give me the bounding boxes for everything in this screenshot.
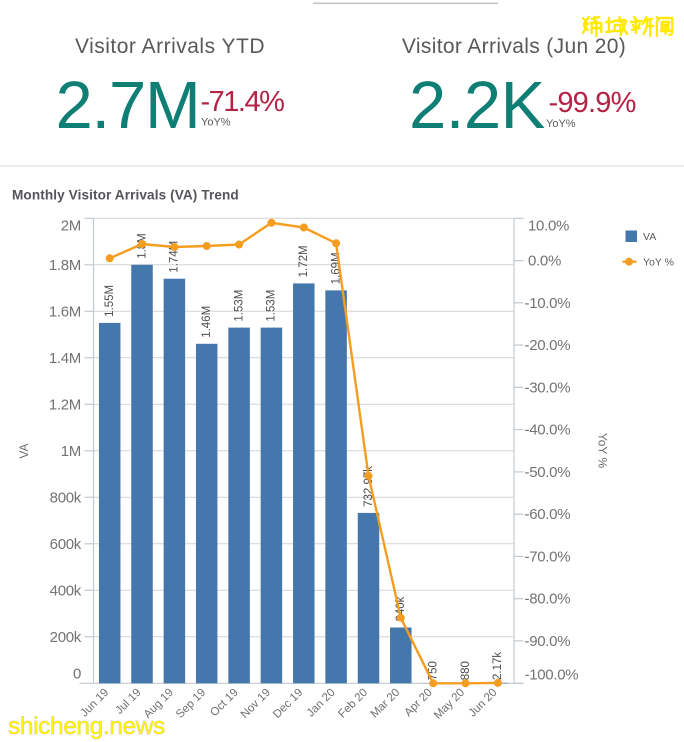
svg-text:2M: 2M — [61, 218, 81, 235]
svg-text:10.0%: 10.0% — [528, 218, 569, 235]
svg-text:1M: 1M — [61, 443, 81, 460]
svg-text:Visitor Arrivals (Jun 20): Visitor Arrivals (Jun 20) — [402, 35, 626, 58]
svg-text:0: 0 — [73, 666, 81, 683]
svg-text:0.0%: 0.0% — [528, 253, 561, 270]
svg-text:-90.0%: -90.0% — [525, 633, 571, 650]
svg-text:1.2M: 1.2M — [49, 396, 81, 413]
svg-text:1.8M: 1.8M — [49, 257, 81, 274]
svg-text:1.53M: 1.53M — [233, 290, 245, 322]
svg-text:shicheng.news: shicheng.news — [8, 713, 165, 740]
svg-text:1.53M: 1.53M — [266, 290, 278, 322]
svg-text:YoY%: YoY% — [546, 118, 576, 130]
svg-text:2.17k: 2.17k — [492, 652, 504, 680]
svg-text:-71.4%: -71.4% — [201, 86, 285, 118]
svg-text:200k: 200k — [50, 629, 82, 646]
svg-text:VA: VA — [17, 443, 31, 458]
svg-text:-40.0%: -40.0% — [525, 422, 571, 439]
svg-text:VA: VA — [643, 231, 656, 243]
svg-text:Monthly Visitor Arrivals (VA): Monthly Visitor Arrivals (VA) Trend — [12, 188, 239, 203]
svg-text:880: 880 — [460, 661, 472, 680]
svg-text:-80.0%: -80.0% — [525, 591, 571, 608]
svg-text:400k: 400k — [50, 582, 82, 599]
svg-text:1.46M: 1.46M — [201, 306, 213, 338]
svg-text:-50.0%: -50.0% — [525, 464, 571, 481]
svg-text:1.6M: 1.6M — [49, 303, 81, 320]
svg-text:YoY %: YoY % — [643, 257, 674, 269]
svg-text:2.7M: 2.7M — [56, 68, 200, 143]
svg-text:-10.0%: -10.0% — [525, 295, 571, 312]
svg-text:Visitor Arrivals YTD: Visitor Arrivals YTD — [75, 35, 265, 58]
svg-text:1.72M: 1.72M — [298, 245, 310, 277]
svg-text:2.2K: 2.2K — [409, 68, 545, 143]
svg-text:-30.0%: -30.0% — [525, 379, 571, 396]
svg-text:800k: 800k — [50, 489, 82, 506]
svg-text:-99.9%: -99.9% — [549, 87, 636, 119]
svg-text:-20.0%: -20.0% — [525, 337, 571, 354]
svg-text:1.55M: 1.55M — [104, 285, 116, 317]
svg-text:1.4M: 1.4M — [49, 350, 81, 367]
svg-text:YoY%: YoY% — [201, 117, 231, 129]
svg-text:-100.0%: -100.0% — [525, 667, 579, 684]
svg-text:-60.0%: -60.0% — [525, 506, 571, 523]
svg-text:-70.0%: -70.0% — [525, 548, 571, 565]
svg-text:YoY %: YoY % — [596, 433, 610, 469]
svg-text:600k: 600k — [50, 536, 82, 553]
